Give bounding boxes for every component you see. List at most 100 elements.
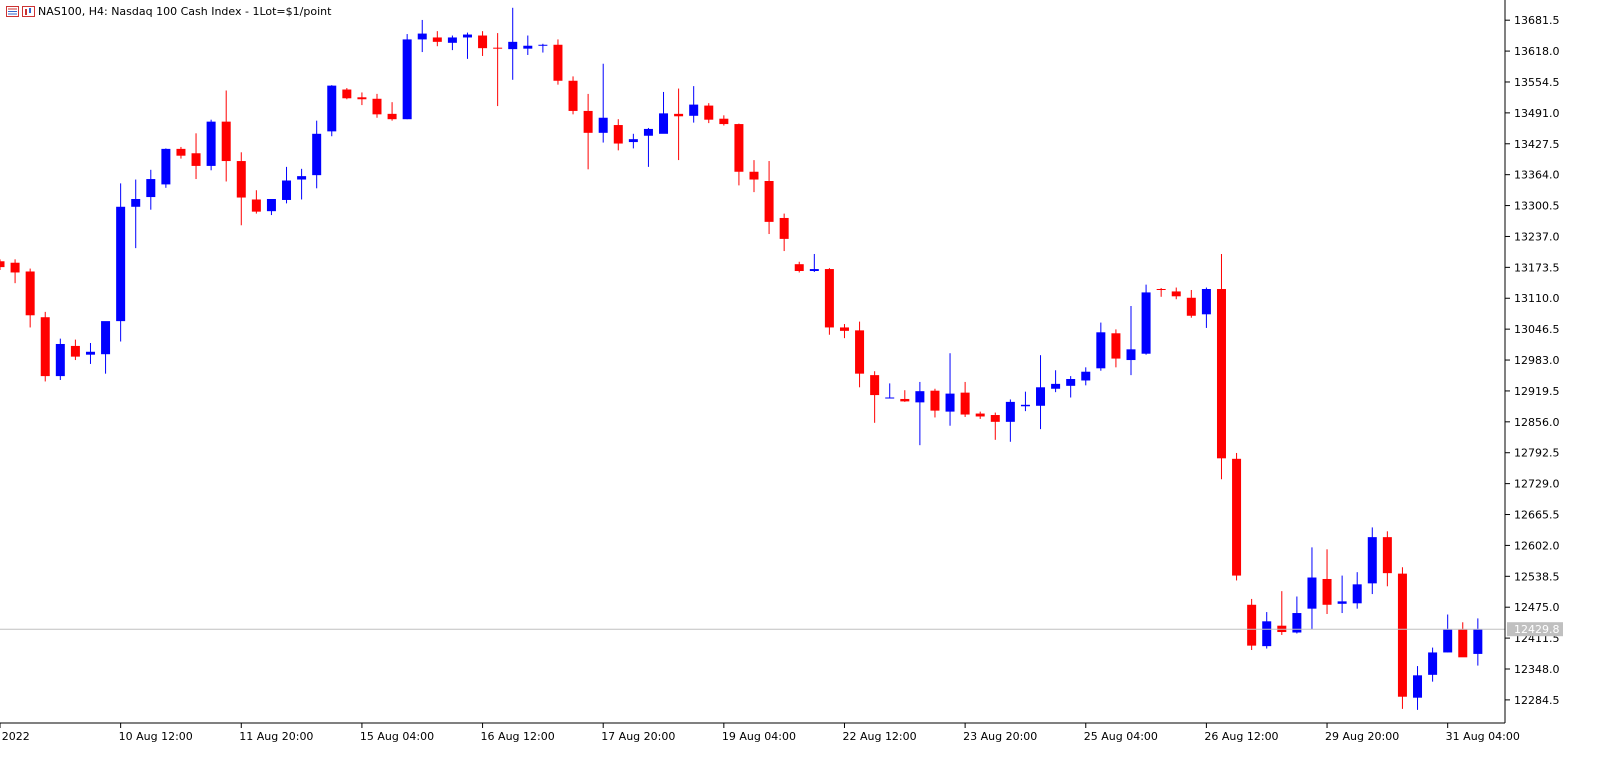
candle [583,93,593,170]
candle [1081,367,1091,386]
candle-body [206,121,216,166]
price-tick-label: 13110.0 [1514,292,1560,305]
time-tick-label: 11 Aug 20:00 [239,730,313,743]
time-tick-label: 15 Aug 04:00 [360,730,434,743]
time-tick-label: 26 Aug 12:00 [1204,730,1278,743]
candle [704,103,714,124]
price-axis: 13681.5 13618.0 13554.5 13491.0 13427.5 13364… [1504,0,1560,723]
candle [568,76,578,115]
candle [1036,355,1046,430]
candle [1020,391,1030,412]
candle [1216,253,1226,480]
candle-body [659,113,669,134]
candle [779,213,789,252]
candle [221,90,231,182]
candle-body [749,171,759,180]
candle [839,324,849,339]
time-tick-label: 16 Aug 12:00 [481,730,555,743]
price-tick-label: 12475.0 [1514,601,1560,614]
candle [523,35,533,55]
candle [447,35,457,51]
candle-body [628,139,638,143]
candle-body [1156,289,1166,291]
candle-body [764,180,774,222]
candle-body [1352,584,1362,604]
candle-body [674,113,684,117]
candle [809,253,819,272]
candle [628,133,638,149]
candle-body [930,390,940,411]
price-tick-label: 12602.0 [1514,539,1560,552]
candle-body [1081,371,1091,381]
time-tick-label: 19 Aug 04:00 [722,730,796,743]
price-tick-label: 13237.0 [1514,230,1560,243]
window-list-icon[interactable] [6,5,19,17]
candle-body [251,199,261,212]
candle-body [1307,577,1317,609]
candle-body [1473,629,1483,654]
candle [131,179,141,249]
candle-body [1020,404,1030,407]
candle-body [779,217,789,239]
candle [689,86,699,123]
price-tick-label: 12792.5 [1514,447,1560,460]
candle-body [0,261,5,268]
candle-body [191,153,201,166]
candle-body [1382,537,1392,574]
price-tick-label: 12665.5 [1514,509,1560,522]
time-tick-label: 22 Aug 12:00 [842,730,916,743]
candle [0,259,5,271]
time-tick-label: 29 Aug 20:00 [1325,730,1399,743]
chart-header: NAS100, H4: Nasdaq 100 Cash Index - 1Lot… [6,4,331,18]
candle [55,338,65,380]
candle [342,88,352,100]
candle [161,148,171,188]
candle [1382,531,1392,587]
candle-body [794,264,804,272]
candle [417,19,427,53]
candle-body [1443,629,1453,653]
candle [101,321,111,374]
time-tick-label: 31 Aug 04:00 [1446,730,1520,743]
price-tick-label: 13364.0 [1514,169,1560,182]
candle-body [1216,289,1226,459]
candle-body [960,392,970,415]
price-tick-label: 13046.5 [1514,323,1560,336]
candle-body [116,206,126,322]
time-tick-label: 23 Aug 20:00 [963,730,1037,743]
candle [1141,284,1151,355]
candle-body [432,37,442,42]
candle [824,268,834,335]
price-tick-label: 13491.0 [1514,107,1560,120]
chart-window-icon[interactable] [22,5,35,17]
candle-body [1186,297,1196,316]
candle [1171,287,1181,300]
candle-body [1096,332,1106,369]
candle [794,261,804,273]
time-tick-label: 9 Aug 2022 [0,730,30,743]
candle-body [613,125,623,144]
candle-body [493,47,503,49]
candle [1126,306,1136,376]
candle-body [297,176,307,180]
candle [1201,287,1211,328]
candle [206,119,216,171]
candle [1292,596,1302,634]
candle-body [824,269,834,328]
time-tick-label: 10 Aug 12:00 [119,730,193,743]
candle-body [236,161,246,198]
price-tick-label: 12919.5 [1514,385,1560,398]
price-tick-label: 13300.5 [1514,200,1560,213]
candle-body [553,44,563,81]
candle-body [342,89,352,99]
candle [764,161,774,235]
candle [312,120,322,189]
candle-body [478,35,488,49]
candle [1352,572,1362,609]
candle-body [462,34,472,38]
candle-body [1428,652,1438,675]
candle-body [1066,379,1076,386]
candle-body [357,97,367,100]
candle-body [1232,458,1242,576]
